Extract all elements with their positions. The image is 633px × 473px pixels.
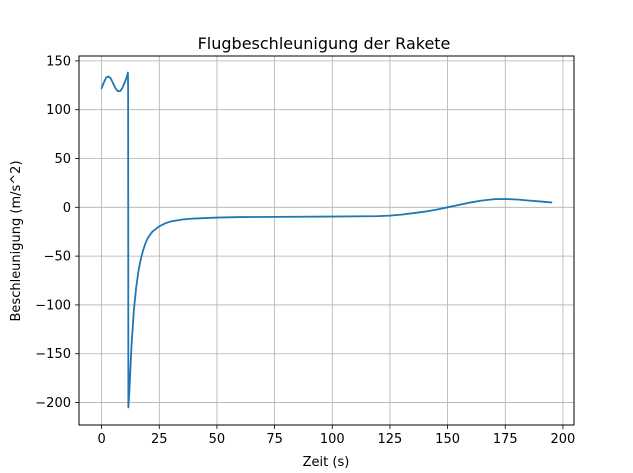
plot-frame	[78, 55, 575, 426]
y-tick-label: 150	[46, 54, 71, 69]
y-tick-label: 0	[63, 201, 71, 216]
x-tick-label: 125	[378, 432, 403, 447]
chart-title: Flugbeschleunigung der Rakete	[198, 34, 451, 53]
gridlines	[79, 56, 574, 425]
x-tick-label: 175	[493, 432, 518, 447]
x-tick-label: 25	[151, 432, 168, 447]
x-tick-label: 100	[320, 432, 345, 447]
y-axis-label: Beschleunigung (m/s^2)	[9, 160, 24, 321]
x-tick-label: 50	[209, 432, 226, 447]
y-tick-label: −200	[35, 396, 71, 411]
y-tick-label: −100	[35, 298, 71, 313]
y-tick-label: −150	[35, 347, 71, 362]
x-tick-label: 0	[97, 432, 105, 447]
y-tick-label: 100	[46, 103, 71, 118]
x-tick-label: 200	[551, 432, 576, 447]
y-tick-label: −50	[44, 250, 71, 265]
x-tick-label: 150	[435, 432, 460, 447]
ticks-layer: 0 25 50 75 100 125 150 175 200 −200 −150 −100 −50 0 50…	[35, 54, 575, 447]
y-tick-label: 50	[54, 152, 71, 167]
x-tick-label: 75	[266, 432, 283, 447]
x-axis-label: Zeit (s)	[303, 455, 350, 470]
series-line-0	[100, 71, 553, 409]
series-layer	[100, 71, 553, 409]
